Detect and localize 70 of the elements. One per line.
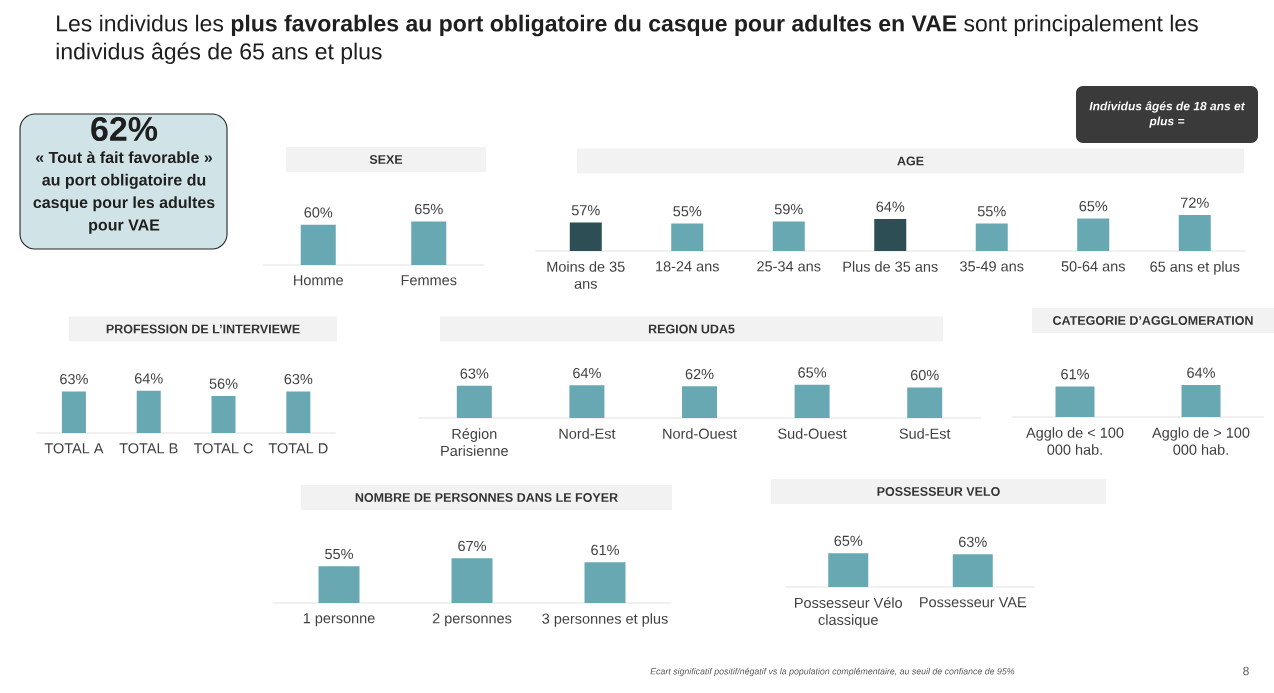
data-label: 64%	[876, 201, 905, 212]
x-tick-label: 1 personne	[303, 613, 375, 627]
data-label: 65%	[1079, 201, 1108, 212]
chart-title: CATEGORIE D’AGGLOMERATION	[1053, 316, 1253, 325]
data-label: 60%	[304, 207, 333, 218]
data-label: 56%	[209, 378, 238, 389]
x-tick-label: Possesseur Vélo classique	[795, 597, 903, 628]
data-label: 65%	[834, 535, 863, 546]
data-label: 55%	[977, 206, 1006, 217]
x-tick-label: TOTAL D	[268, 443, 328, 454]
x-tick-label: 18-24 ans	[656, 261, 719, 272]
chart-title: PROFESSION DE L’INTERVIEWE	[106, 324, 300, 334]
text: Ecart significatif positif/négatif vs la population complémentaire, au seuil de confiance de 95%	[650, 667, 1015, 677]
data-label: 63%	[460, 368, 489, 379]
text: « Tout à fait favorable » au port obligatoire du casque pour les adultes pour VAE	[33, 151, 215, 234]
x-tick-label: 2 personnes	[432, 613, 512, 627]
x-tick-label: Agglo de > 100 000 hab.	[1152, 427, 1250, 455]
data-label: 55%	[673, 206, 702, 217]
x-tick-label: Plus de 35 ans	[843, 261, 938, 272]
x-tick-label: Femmes	[401, 275, 457, 286]
x-tick-label: Moins de 35 ans	[547, 261, 625, 289]
x-tick-label: Sud-Est	[899, 428, 951, 439]
chart-title: NOMBRE DE PERSONNES DANS LE FOYER	[355, 493, 618, 502]
bar	[874, 218, 907, 251]
x-tick-label: Possesseur VAE	[920, 597, 1026, 608]
data-label: 64%	[1187, 367, 1216, 378]
chart-title: POSSESSEUR VELO	[877, 487, 1000, 496]
bar	[569, 222, 602, 251]
chart-title: AGE	[897, 156, 924, 166]
data-label: 61%	[591, 544, 620, 556]
data-label: 59%	[774, 204, 803, 215]
data-label: 64%	[573, 367, 601, 379]
chart-title: REGION UDA5	[648, 324, 735, 334]
x-tick-label: Homme	[294, 275, 343, 286]
x-tick-label: TOTAL A	[44, 443, 104, 454]
x-tick-label: Agglo de < 100 000 hab.	[1026, 427, 1124, 455]
data-label: 65%	[414, 203, 443, 215]
x-tick-label: Région Parisienne	[441, 428, 508, 456]
data-label: 63%	[284, 373, 313, 385]
bar	[671, 223, 704, 251]
x-tick-label: 25-34 ans	[757, 261, 821, 272]
text: Individus âgés de 18 ans et plus =	[1089, 101, 1246, 128]
x-tick-label: Nord-Ouest	[663, 428, 737, 439]
bar	[772, 221, 805, 251]
x-tick-label: 65 ans et plus	[1150, 261, 1240, 275]
x-tick-label: 35-49 ans	[960, 261, 1024, 272]
chart-title: Les individus les plus favorables au port obligatoire du casque pour adultes en VAE sont principalement les individus âgés de 65 ans et plus	[56, 14, 1198, 65]
data-label: 63%	[60, 373, 88, 385]
x-tick-label: Nord-Est	[559, 428, 616, 439]
data-label: 55%	[325, 548, 354, 560]
chart-title: SEXE	[369, 155, 403, 164]
x-tick-label: 50-64 ans	[1061, 261, 1125, 272]
data-label: 60%	[910, 369, 939, 381]
data-label: 64%	[134, 373, 163, 384]
data-label: 62%	[685, 368, 714, 380]
data-label: 61%	[1061, 369, 1090, 380]
x-tick-label: 3 personnes et plus	[542, 613, 668, 627]
bar	[1178, 214, 1211, 251]
text: 62%	[91, 116, 158, 142]
bar	[975, 223, 1008, 251]
bar	[1077, 218, 1110, 251]
data-label: 72%	[1180, 197, 1209, 208]
x-tick-label: TOTAL B	[119, 443, 178, 454]
data-label: 65%	[798, 367, 827, 378]
x-tick-label: TOTAL C	[193, 443, 253, 454]
x-tick-label: Sud-Ouest	[778, 428, 847, 439]
data-label: 63%	[958, 536, 987, 548]
text: 8	[1243, 666, 1249, 676]
data-label: 67%	[458, 540, 487, 552]
data-label: 57%	[571, 205, 600, 216]
